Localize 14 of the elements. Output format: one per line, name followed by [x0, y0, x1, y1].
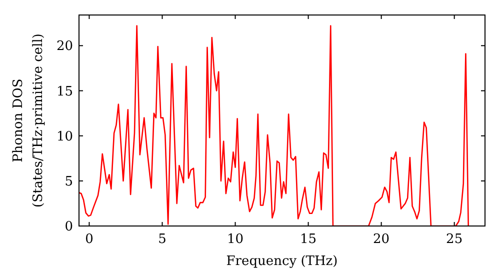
x-tick-label: 15: [300, 232, 317, 247]
x-tick-label: 5: [158, 232, 166, 247]
x-tick-label: 25: [446, 232, 463, 247]
x-tick-label: 0: [85, 232, 94, 247]
line-series: [79, 25, 469, 226]
y-tick-label: 20: [56, 39, 73, 54]
y-tick-label: 15: [56, 84, 73, 100]
x-tick-label: 10: [226, 232, 244, 247]
x-axis-title: Frequency (THz): [226, 254, 338, 269]
y-tick-label: 5: [64, 174, 73, 190]
y-axis-title: Phonon DOS (States/THz·primitive cell): [11, 33, 46, 208]
x-tick-label: 20: [373, 232, 390, 247]
y-tick-label: 10: [56, 129, 73, 144]
y-tick-label: 0: [64, 220, 73, 235]
